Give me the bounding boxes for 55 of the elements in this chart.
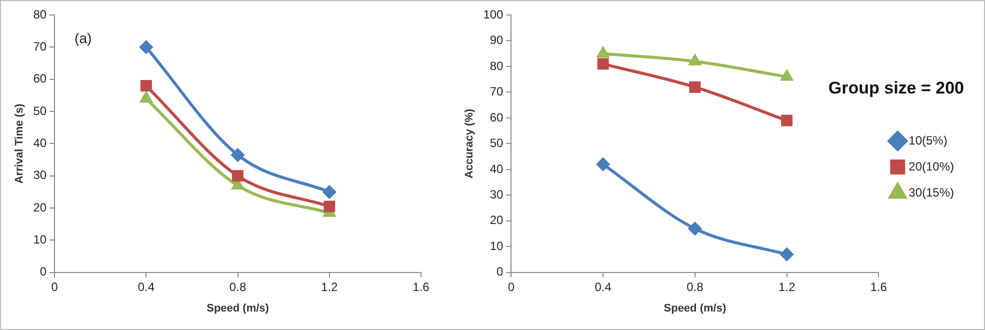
point bbox=[140, 80, 152, 92]
legend-label: 30(15%) bbox=[908, 185, 954, 200]
point bbox=[232, 170, 244, 182]
point bbox=[689, 54, 701, 66]
point bbox=[597, 47, 609, 58]
point bbox=[597, 58, 609, 70]
y-tick-label: 70 bbox=[33, 39, 47, 54]
x-tick-label: 0.4 bbox=[594, 280, 612, 294]
x-tick-label: 0 bbox=[508, 280, 515, 294]
x-tick-label: 0.8 bbox=[229, 280, 246, 294]
point bbox=[689, 81, 701, 93]
x-tick-label: 1.6 bbox=[870, 280, 888, 294]
x-tick-label: 1.2 bbox=[321, 280, 338, 294]
y-tick-label: 100 bbox=[483, 7, 504, 22]
y-tick-label: 20 bbox=[490, 213, 504, 228]
y-tick-label: 50 bbox=[490, 136, 504, 150]
y-tick-label: 40 bbox=[33, 136, 47, 150]
x-tick-label: 1.2 bbox=[778, 280, 796, 294]
point bbox=[231, 148, 244, 162]
legend-label: 10(5%) bbox=[908, 133, 948, 148]
x-axis-title: Speed (m/s) bbox=[664, 302, 726, 314]
y-tick-label: 60 bbox=[490, 110, 504, 124]
x-tick-label: 0.8 bbox=[686, 280, 704, 294]
annotation: Group size = 200 bbox=[828, 78, 964, 98]
y-tick-label: 20 bbox=[33, 200, 47, 214]
y-tick-label: 10 bbox=[33, 232, 47, 247]
point bbox=[780, 70, 793, 81]
point bbox=[324, 200, 336, 212]
y-tick-label: 30 bbox=[490, 187, 504, 202]
y-tick-label: 70 bbox=[490, 84, 504, 99]
y-tick-label: 0 bbox=[40, 264, 47, 279]
y-tick-label: 0 bbox=[496, 264, 504, 279]
point bbox=[140, 40, 153, 54]
point bbox=[140, 92, 152, 103]
point bbox=[596, 158, 610, 171]
y-tick-label: 40 bbox=[490, 162, 504, 176]
y-axis-title: Accuracy (%) bbox=[464, 108, 476, 179]
x-tick-label: 0 bbox=[51, 280, 58, 294]
point bbox=[322, 185, 336, 198]
y-axis-title: Arrival Time (s) bbox=[14, 103, 26, 184]
legend-label: 20(10%) bbox=[908, 159, 954, 174]
point bbox=[780, 248, 794, 261]
y-tick-label: 80 bbox=[490, 58, 504, 73]
x-tick-label: 1.6 bbox=[412, 280, 430, 294]
annotation: (a) bbox=[74, 30, 92, 46]
y-tick-label: 60 bbox=[33, 72, 47, 86]
x-tick-label: 0.4 bbox=[138, 280, 155, 294]
point bbox=[688, 222, 702, 236]
point bbox=[781, 114, 793, 126]
x-axis-title: Speed (m/s) bbox=[206, 302, 270, 314]
y-tick-label: 10 bbox=[490, 238, 504, 253]
y-tick-label: 90 bbox=[490, 33, 504, 48]
y-tick-label: 30 bbox=[33, 168, 47, 182]
y-tick-label: 80 bbox=[33, 7, 47, 22]
y-tick-label: 50 bbox=[33, 104, 47, 118]
